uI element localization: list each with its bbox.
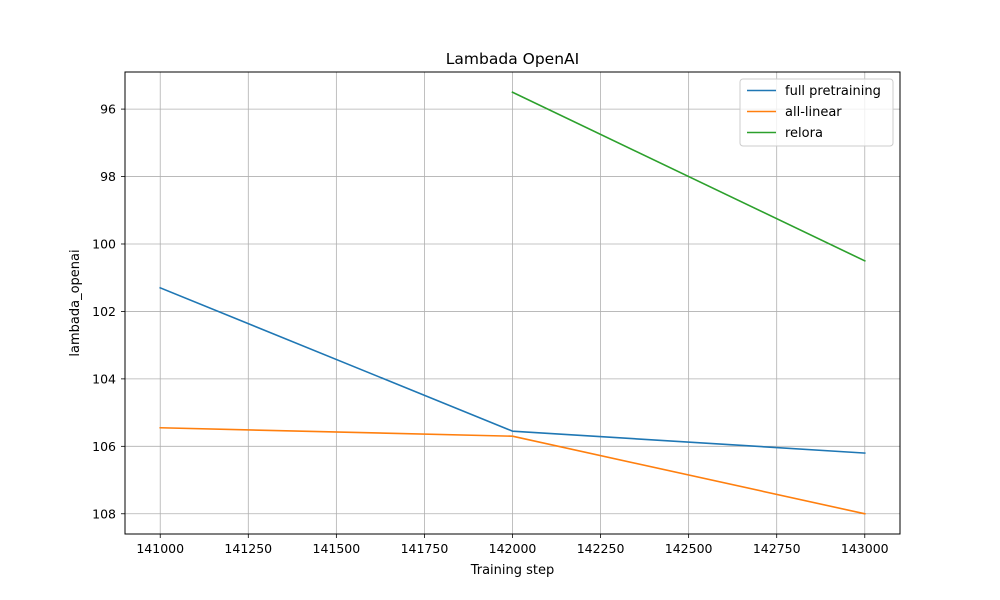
y-tick-label: 98: [100, 169, 116, 184]
chart-title: Lambada OpenAI: [446, 50, 579, 68]
legend: full pretraining all-linear relora: [739, 78, 894, 147]
x-tick-label: 142250: [577, 541, 625, 556]
y-axis: 96 98 100 102 104 106 108: [92, 102, 125, 521]
y-tick-label: 96: [100, 102, 116, 117]
y-tick-label: 106: [92, 439, 116, 454]
series-line: [159, 426, 866, 515]
y-tick-label: 104: [92, 371, 116, 386]
y-axis-label: lambada_openai: [68, 249, 83, 356]
legend-label: all-linear: [785, 105, 842, 120]
legend-label: full pretraining: [785, 84, 881, 99]
legend-label: relora: [785, 126, 823, 141]
x-tick-label: 141250: [224, 541, 272, 556]
x-tick-label: 142750: [753, 541, 801, 556]
x-tick-label: 142500: [665, 541, 713, 556]
legend-box: [739, 78, 894, 147]
x-tick-label: 143000: [841, 541, 889, 556]
series-layer: [159, 91, 866, 515]
x-tick-label: 141500: [313, 541, 361, 556]
x-axis: 141000 141250 141500 141750 142000 142250 1425…: [136, 534, 889, 556]
x-tick-label: 141000: [136, 541, 184, 556]
series-line: [511, 91, 866, 262]
x-tick-label: 141750: [401, 541, 449, 556]
x-tick-label: 142000: [489, 541, 537, 556]
y-tick-label: 102: [92, 304, 116, 319]
y-tick-label: 108: [92, 506, 116, 521]
x-axis-label: Training step: [470, 563, 555, 578]
y-tick-label: 100: [92, 236, 116, 251]
series-line: [159, 286, 866, 454]
